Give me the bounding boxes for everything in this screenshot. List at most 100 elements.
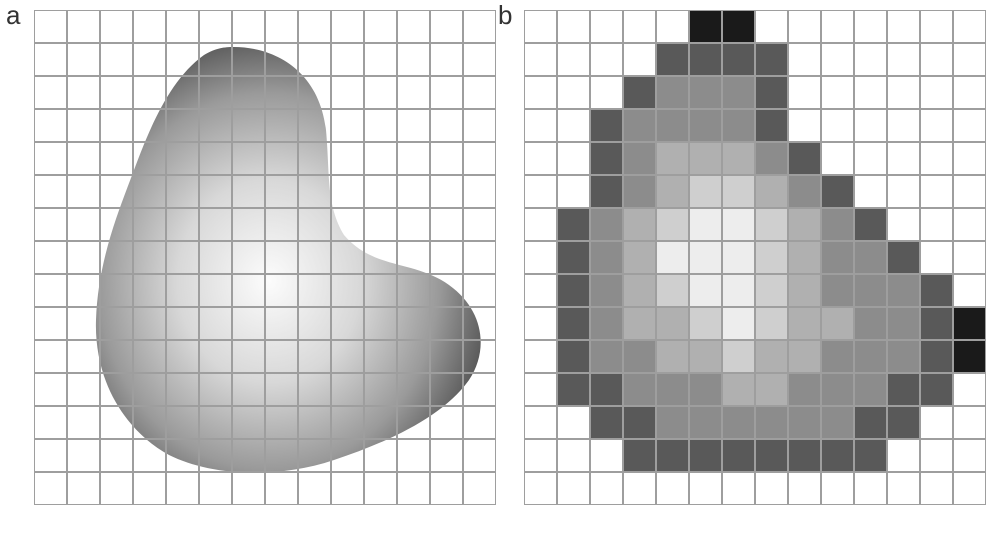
pixel-cell [557,43,590,76]
grid-cell [397,472,430,505]
pixel-cell [689,241,722,274]
pixel-cell [887,340,920,373]
pixel-cell [821,43,854,76]
pixel-cell [557,406,590,439]
pixel-cell [557,175,590,208]
pixel-cell [755,373,788,406]
grid-cell [166,208,199,241]
pixel-cell [590,439,623,472]
grid-cell [364,406,397,439]
grid-cell [331,340,364,373]
grid-cell [397,274,430,307]
pixel-cell [953,241,986,274]
grid-cell [430,109,463,142]
pixel-cell [854,10,887,43]
grid-cell [34,10,67,43]
pixel-cell [689,43,722,76]
grid-cell [67,274,100,307]
grid-cell [67,373,100,406]
grid-cell [430,175,463,208]
grid-cell [166,439,199,472]
pixel-cell [854,373,887,406]
grid-cell [298,241,331,274]
pixel-cell [623,10,656,43]
pixel-cell [854,307,887,340]
grid-cell [199,43,232,76]
grid-cell [67,472,100,505]
grid-cell [331,76,364,109]
pixel-cell [722,439,755,472]
grid-cell [133,175,166,208]
pixel-cell [590,340,623,373]
pixel-cell [623,340,656,373]
pixel-cell [887,274,920,307]
pixel-cell [656,307,689,340]
pixel-cell [854,43,887,76]
pixel-cell [623,274,656,307]
pixel-cell [887,307,920,340]
pixel-cell [788,43,821,76]
grid-cell [199,307,232,340]
pixel-cell [656,472,689,505]
grid-cell [397,109,430,142]
pixel-cell [920,340,953,373]
grid-cell [397,439,430,472]
grid-cell [34,43,67,76]
grid-cell [265,43,298,76]
grid-cell [397,406,430,439]
grid-cell [166,76,199,109]
pixel-cell [557,208,590,241]
pixel-cell [953,439,986,472]
grid-cell [133,241,166,274]
grid-cell [265,109,298,142]
pixel-cell [887,241,920,274]
pixel-cell [920,109,953,142]
pixel-cell [854,142,887,175]
grid-cell [100,307,133,340]
pixel-cell [821,208,854,241]
pixel-cell [557,340,590,373]
pixel-cell [788,307,821,340]
grid-cell [34,241,67,274]
pixel-cell [755,340,788,373]
grid-cell [265,307,298,340]
grid-cell [133,10,166,43]
grid-cell [166,142,199,175]
grid-cell [364,43,397,76]
pixel-cell [854,340,887,373]
pixel-cell [689,10,722,43]
pixel-cell [590,175,623,208]
grid-cell [298,373,331,406]
grid-cell [397,307,430,340]
pixel-cell [689,109,722,142]
grid-cell [463,76,496,109]
grid-cell [331,175,364,208]
pixel-cell [788,241,821,274]
grid-cell [298,43,331,76]
pixel-cell [722,43,755,76]
pixel-cell [590,307,623,340]
grid-cell [364,208,397,241]
grid-cell [265,406,298,439]
grid-cell [232,373,265,406]
grid-cell [364,76,397,109]
pixel-cell [854,439,887,472]
pixel-cell [656,76,689,109]
pixel-cell [953,43,986,76]
grid-cell [166,406,199,439]
pixel-cell [953,10,986,43]
grid-cell [331,10,364,43]
pixel-cell [920,439,953,472]
pixel-cell [524,307,557,340]
grid-cell [232,208,265,241]
pixel-cell [821,76,854,109]
pixel-cell [590,373,623,406]
pixel-cell [920,175,953,208]
grid-cell [232,241,265,274]
grid-cell [199,340,232,373]
pixel-cell [557,472,590,505]
pixel-cell [524,43,557,76]
pixel-cell [821,340,854,373]
grid-cell [298,406,331,439]
pixel-cell [788,109,821,142]
